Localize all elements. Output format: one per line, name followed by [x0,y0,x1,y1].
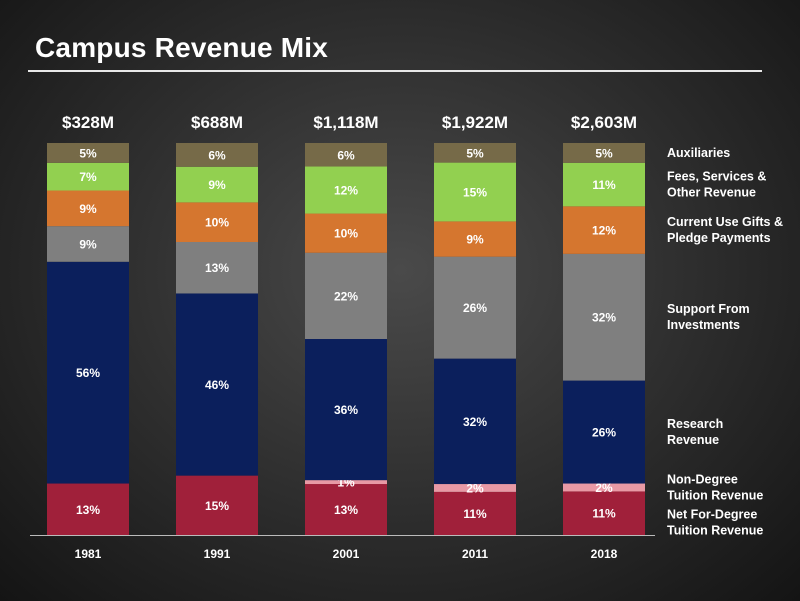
bar-segment-2001-current-use-gifts-pledge-payments [305,213,387,253]
x-tick-label: 2001 [333,547,360,561]
data-label: 5% [466,146,484,160]
bar-segment-2011-current-use-gifts-pledge-payments [434,221,516,257]
legend-label-net-for-degree-tuition-revenue: Net For-Degree Tuition Revenue [667,507,763,537]
legend-label-fees-services-other-revenue: Fees, Services & Other Revenue [667,170,766,200]
bar-segment-1991-fees-services-other-revenue [176,166,258,203]
data-label: 36% [334,403,358,417]
bar-segment-2011-auxiliaries [434,143,516,163]
title-divider [28,70,762,72]
data-label: 9% [466,233,484,247]
data-label: 10% [205,216,229,230]
bar-segment-2011-fees-services-other-revenue [434,162,516,222]
data-label: 11% [592,507,616,521]
data-label: 13% [205,261,229,275]
x-tick-label: 1981 [75,547,102,561]
data-label: 10% [334,227,358,241]
bar-segment-2001-support-from-investments [305,252,387,339]
data-label: 6% [208,148,226,162]
data-label: 56% [76,366,100,380]
bar-segment-2011-non-degree-tuition-revenue [434,484,516,492]
bar-segment-2018-auxiliaries [563,143,645,163]
data-label: 7% [79,170,97,184]
bar-segment-2001-auxiliaries [305,143,387,167]
bar-total-label: $328M [62,113,114,132]
page-title: Campus Revenue Mix [35,32,329,63]
data-label: 26% [592,426,616,440]
bar-segment-1981-support-from-investments [47,226,129,262]
bar-segment-1981-fees-services-other-revenue [47,162,129,191]
legend-label-auxiliaries: Auxiliaries [667,146,730,160]
data-label: 13% [76,503,100,517]
data-label: 9% [79,202,97,216]
data-label: 46% [205,378,229,392]
bar-segment-1991-research-revenue [176,293,258,476]
bar-segment-1981-current-use-gifts-pledge-payments [47,190,129,227]
data-label: 22% [334,289,358,303]
data-label: 9% [208,178,226,192]
x-tick-label: 1991 [204,547,231,561]
bar-segment-1991-auxiliaries [176,143,258,167]
bar-total-label: $688M [191,113,243,132]
data-label: 9% [79,237,97,251]
data-label: 12% [334,184,358,198]
data-label: 5% [595,146,613,160]
data-label: 2% [595,481,613,495]
bar-segment-2018-support-from-investments [563,253,645,381]
legend-label-support-from-investments: Support From Investments [667,302,750,332]
bar-segment-2018-research-revenue [563,380,645,484]
bar-segment-2018-fees-services-other-revenue [563,162,645,207]
bar-total-label: $2,603M [571,113,637,132]
bar-segment-2011-support-from-investments [434,256,516,359]
bar-segment-2011-net-for-degree-tuition-revenue [434,491,516,535]
x-tick-label: 2011 [462,547,488,561]
bar-total-label: $1,922M [442,113,508,132]
bar-segment-2001-non-degree-tuition-revenue [305,480,387,485]
bar-segment-1991-current-use-gifts-pledge-payments [176,202,258,242]
data-label: 12% [592,224,616,238]
data-label: 32% [463,415,487,429]
bar-segment-2018-non-degree-tuition-revenue [563,483,645,492]
bar-segment-1981-net-for-degree-tuition-revenue [47,483,129,535]
x-tick-label: 2018 [591,547,618,561]
data-label: 2% [466,481,484,495]
legend-label-current-use-gifts-pledge-payments: Current Use Gifts & Pledge Payments [667,215,783,245]
bar-segment-1981-research-revenue [47,261,129,484]
data-label: 11% [592,178,616,192]
data-label: 15% [463,186,487,200]
bar-segment-2011-research-revenue [434,358,516,485]
bar-segment-2018-current-use-gifts-pledge-payments [563,206,645,254]
data-label: 13% [334,503,358,517]
bar-segment-2001-research-revenue [305,339,387,481]
data-label: 26% [463,301,487,315]
legend-label-non-degree-tuition-revenue: Non-Degree Tuition Revenue [667,472,763,502]
bar-total-label: $1,118M [313,113,378,132]
bar-segment-2001-net-for-degree-tuition-revenue [305,484,387,535]
data-label: 5% [79,146,97,160]
bar-segment-1991-net-for-degree-tuition-revenue [176,475,258,535]
data-label: 15% [205,499,229,513]
data-label: 32% [592,311,616,325]
legend-label-research-revenue: Research Revenue [667,417,723,447]
data-label: 11% [463,507,487,521]
bar-segment-2018-net-for-degree-tuition-revenue [563,491,645,535]
bar-segment-2001-fees-services-other-revenue [305,166,387,214]
bar-segment-1991-support-from-investments [176,241,258,294]
data-label: 6% [337,148,355,162]
bar-segment-1981-auxiliaries [47,143,129,163]
